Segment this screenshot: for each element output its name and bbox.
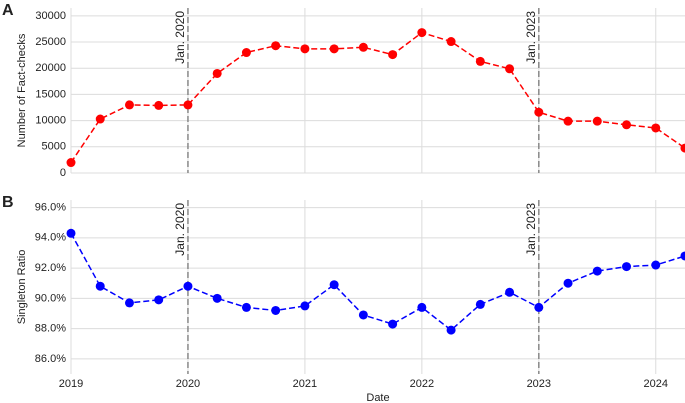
data-point <box>358 42 368 52</box>
data-point <box>300 301 310 311</box>
annotation-label: Jan. 2020 <box>173 203 187 256</box>
data-point <box>95 281 105 291</box>
data-point <box>183 281 193 291</box>
data-point <box>651 123 661 133</box>
data-point <box>124 100 134 110</box>
data-point <box>505 287 515 297</box>
data-point <box>241 302 251 312</box>
y-tick-label: 5000 <box>42 141 66 153</box>
data-point <box>183 100 193 110</box>
data-point <box>212 293 222 303</box>
data-point <box>563 278 573 288</box>
data-point <box>388 319 398 329</box>
panel-label: B <box>2 194 14 211</box>
data-point <box>154 100 164 110</box>
x-tick-label: 2024 <box>644 378 668 390</box>
data-point <box>271 41 281 51</box>
y-tick-label: 94.0% <box>35 232 66 244</box>
panel-label: A <box>2 2 14 19</box>
y-tick-label: 88.0% <box>35 323 66 335</box>
data-point <box>66 158 76 168</box>
data-point <box>124 298 134 308</box>
y-tick-label: 96.0% <box>35 201 66 213</box>
data-point <box>475 56 485 66</box>
data-point <box>680 251 685 261</box>
data-point <box>417 28 427 38</box>
data-point <box>534 302 544 312</box>
y-tick-label: 15000 <box>35 88 66 100</box>
data-point <box>300 44 310 54</box>
data-point <box>212 68 222 78</box>
x-axis-label: Date <box>366 392 389 403</box>
data-point <box>622 120 632 130</box>
data-point <box>505 64 515 74</box>
data-point <box>592 116 602 126</box>
data-point <box>446 325 456 335</box>
data-point <box>95 114 105 124</box>
y-tick-label: 25000 <box>35 36 66 48</box>
data-point <box>622 262 632 272</box>
y-axis-label: Singleton Ratio <box>16 250 28 325</box>
y-tick-label: 20000 <box>35 62 66 74</box>
data-point <box>475 299 485 309</box>
x-tick-label: 2020 <box>176 378 200 390</box>
series-line <box>70 232 685 332</box>
data-point <box>329 280 339 290</box>
y-tick-label: 86.0% <box>35 353 66 365</box>
data-point <box>329 44 339 54</box>
data-point <box>563 116 573 126</box>
y-axis-label: Number of Fact-checks <box>16 33 28 147</box>
annotation-label: Jan. 2023 <box>524 11 538 64</box>
annotation-label: Jan. 2020 <box>173 11 187 64</box>
data-point <box>241 48 251 58</box>
data-point <box>651 260 661 270</box>
y-tick-label: 30000 <box>35 10 66 22</box>
x-tick-label: 2021 <box>293 378 317 390</box>
data-point <box>534 107 544 117</box>
series-line <box>70 31 685 163</box>
y-tick-label: 0 <box>60 167 66 179</box>
data-point <box>592 266 602 276</box>
y-tick-label: 92.0% <box>35 262 66 274</box>
data-point <box>271 305 281 315</box>
data-point <box>66 228 76 238</box>
x-tick-label: 2023 <box>527 378 551 390</box>
data-point <box>417 302 427 312</box>
y-tick-label: 10000 <box>35 115 66 127</box>
data-point <box>358 310 368 320</box>
data-point <box>154 295 164 305</box>
y-tick-label: 90.0% <box>35 292 66 304</box>
x-tick-label: 2022 <box>410 378 434 390</box>
data-point <box>388 50 398 60</box>
data-point <box>680 143 685 153</box>
annotation-label: Jan. 2023 <box>524 203 538 256</box>
x-tick-label: 2019 <box>59 378 83 390</box>
data-point <box>446 37 456 47</box>
